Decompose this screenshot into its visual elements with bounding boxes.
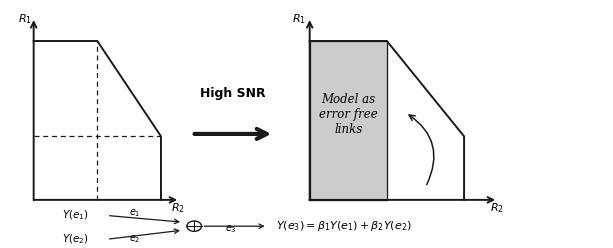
Text: $R_2$: $R_2$ bbox=[490, 201, 503, 215]
Text: High SNR: High SNR bbox=[200, 87, 266, 100]
Polygon shape bbox=[310, 41, 464, 200]
Text: $R_2$: $R_2$ bbox=[170, 201, 185, 215]
Polygon shape bbox=[310, 41, 387, 200]
Text: $Y(e_2)$: $Y(e_2)$ bbox=[62, 232, 88, 246]
Text: $e_1$: $e_1$ bbox=[129, 208, 141, 219]
Text: $R_1$: $R_1$ bbox=[292, 12, 306, 26]
Text: $Y(e_1)$: $Y(e_1)$ bbox=[62, 209, 88, 222]
Polygon shape bbox=[34, 41, 161, 200]
Text: $e_2$: $e_2$ bbox=[129, 233, 141, 245]
Text: $Y(e_3)  =  \beta_1 Y(e_1) + \beta_2 Y(e_2)$: $Y(e_3) = \beta_1 Y(e_1) + \beta_2 Y(e_2… bbox=[276, 219, 412, 233]
Text: $R_1$: $R_1$ bbox=[18, 12, 32, 26]
Text: Model as
error free
links: Model as error free links bbox=[319, 93, 378, 136]
Text: $e_3$: $e_3$ bbox=[225, 223, 237, 235]
